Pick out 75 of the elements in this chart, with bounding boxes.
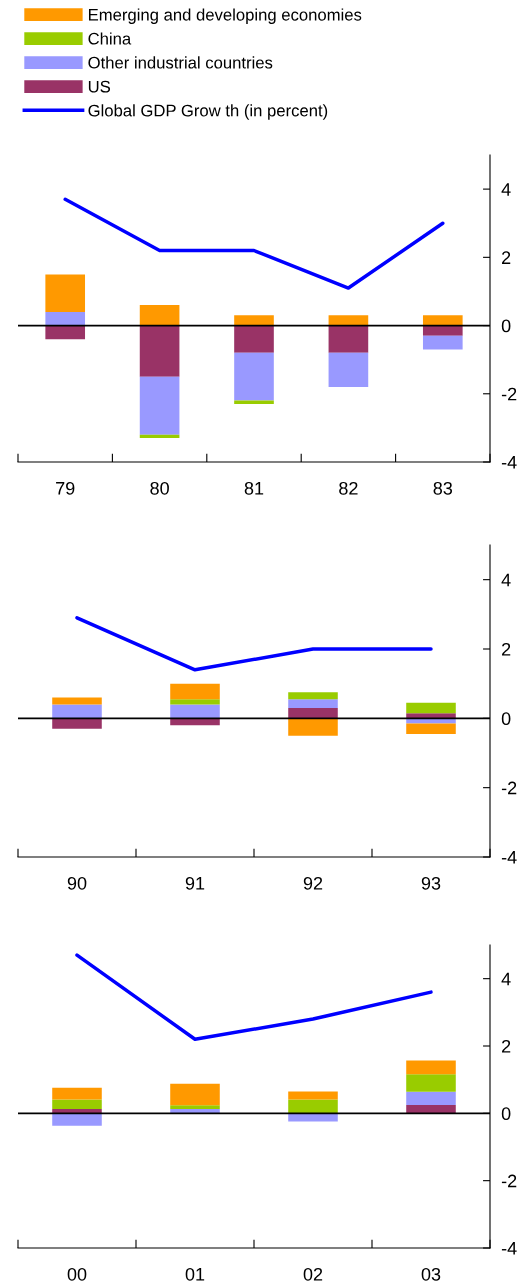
- y-tick-label: -4: [501, 456, 517, 469]
- y-tick-label: 2: [502, 642, 511, 656]
- x-tick-label: 80: [150, 481, 169, 495]
- legend-label: Other industrial countries: [88, 56, 273, 69]
- bar: [52, 1113, 102, 1126]
- y-tick-label: 4: [501, 183, 511, 196]
- bar: [406, 702, 456, 714]
- bar: [406, 1074, 456, 1092]
- y-tick-label: -4: [501, 1242, 517, 1255]
- y-tick-label: 4: [501, 573, 511, 587]
- bar: [170, 699, 220, 705]
- bar: [328, 325, 369, 353]
- bar: [170, 1108, 220, 1114]
- bar: [406, 1060, 456, 1075]
- x-tick-label: 90: [67, 876, 87, 890]
- x-tick-label: 03: [421, 1267, 441, 1281]
- bar: [288, 707, 338, 719]
- bar: [234, 352, 274, 401]
- bar: [234, 315, 274, 326]
- bar: [288, 1091, 338, 1100]
- y-tick-label: 0: [501, 712, 511, 726]
- x-tick-label: 83: [433, 481, 453, 495]
- x-tick-label: 02: [303, 1267, 323, 1281]
- bar: [422, 315, 463, 326]
- legend-label: China: [88, 32, 132, 45]
- bar: [288, 1099, 338, 1114]
- bar: [328, 315, 369, 326]
- bar: [170, 1083, 220, 1106]
- x-tick-label: 81: [244, 481, 264, 495]
- bar: [328, 352, 369, 387]
- bar: [422, 335, 463, 350]
- bar: [52, 1099, 102, 1109]
- bar: [234, 325, 274, 353]
- bar: [406, 713, 456, 719]
- y-tick-label: -2: [501, 781, 517, 795]
- x-tick-label: 00: [67, 1267, 87, 1281]
- bar: [52, 704, 102, 719]
- bar: [288, 699, 338, 708]
- x-tick-label: 91: [185, 876, 205, 890]
- bar: [139, 325, 180, 377]
- bar: [139, 376, 180, 435]
- bar: [170, 1105, 220, 1109]
- line-series: [63, 197, 445, 290]
- bar: [45, 325, 86, 340]
- y-tick-label: 4: [501, 972, 511, 986]
- legend-label: US: [88, 80, 111, 93]
- bar: [52, 718, 102, 729]
- bar: [422, 325, 463, 336]
- y-tick-label: 2: [502, 1039, 511, 1053]
- bar: [45, 274, 86, 312]
- bar: [170, 683, 220, 700]
- line-series: [75, 953, 433, 1042]
- y-tick-label: -4: [501, 851, 517, 864]
- bar: [45, 311, 86, 326]
- y-tick-label: 0: [501, 1107, 511, 1121]
- bar: [288, 718, 338, 736]
- x-tick-label: 93: [421, 876, 441, 890]
- x-tick-label: 01: [185, 1267, 205, 1281]
- bar: [170, 704, 220, 719]
- bar: [52, 1108, 102, 1114]
- bar: [139, 305, 180, 326]
- bar: [406, 1091, 456, 1105]
- y-tick-label: -2: [501, 1174, 517, 1188]
- bar: [406, 723, 456, 734]
- x-tick-label: 82: [339, 481, 358, 495]
- y-tick-label: 0: [501, 319, 511, 333]
- legend-label: Global GDP Grow th (in percent): [88, 104, 328, 120]
- bar: [288, 692, 338, 700]
- x-tick-label: 92: [303, 876, 323, 890]
- bar: [406, 1104, 456, 1114]
- x-tick-label: 79: [56, 481, 75, 495]
- y-tick-label: 2: [502, 251, 511, 264]
- bar: [52, 1087, 102, 1100]
- y-tick-label: -2: [501, 387, 517, 401]
- legend-label: Emerging and developing economies: [88, 8, 362, 24]
